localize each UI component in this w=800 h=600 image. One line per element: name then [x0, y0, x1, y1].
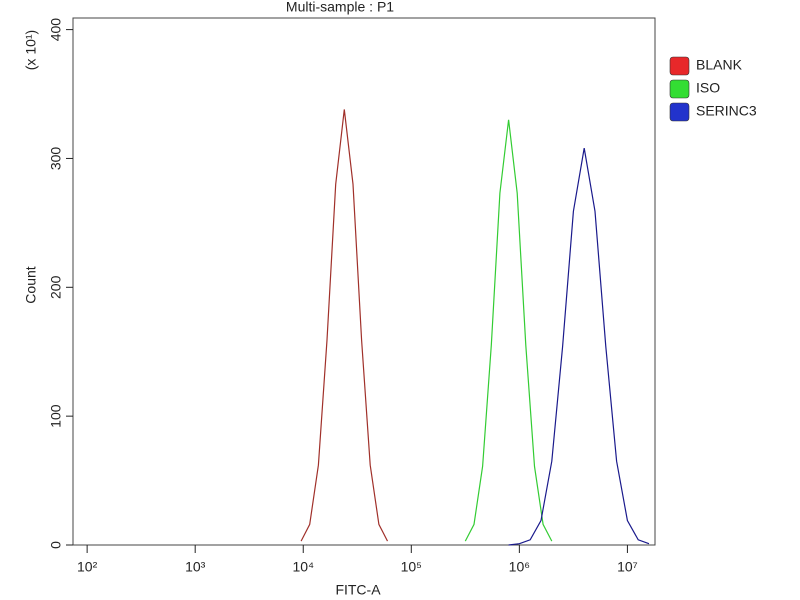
legend-swatch — [669, 56, 690, 76]
legend-label: ISO — [696, 80, 720, 96]
y-tick-label: 200 — [48, 275, 64, 299]
y-tick-label: 400 — [48, 18, 64, 42]
legend-swatch — [669, 79, 690, 99]
histogram-line — [300, 109, 389, 542]
legend-label: BLANK — [696, 57, 743, 73]
y-tick-label: 100 — [48, 404, 64, 428]
y-axis-multiplier: (x 10¹) — [23, 30, 39, 70]
legend-swatch — [669, 102, 690, 122]
x-tick-label: 10² — [77, 559, 98, 575]
histogram-line — [464, 119, 553, 542]
x-tick-label: 10⁵ — [401, 559, 422, 575]
y-tick-label: 0 — [48, 541, 64, 549]
y-axis-label: Count — [23, 266, 39, 303]
histogram-line — [508, 147, 650, 546]
plot-frame — [72, 17, 656, 546]
x-axis-label: FITC-A — [335, 582, 381, 598]
y-tick-label: 300 — [48, 147, 64, 171]
x-tick-label: 10⁷ — [617, 559, 638, 575]
x-tick-label: 10³ — [185, 559, 206, 575]
x-tick-label: 10⁴ — [292, 559, 314, 575]
legend-label: SERINC3 — [696, 103, 757, 119]
chart-title: Multi-sample : P1 — [286, 0, 394, 15]
x-tick-label: 10⁶ — [509, 559, 530, 575]
